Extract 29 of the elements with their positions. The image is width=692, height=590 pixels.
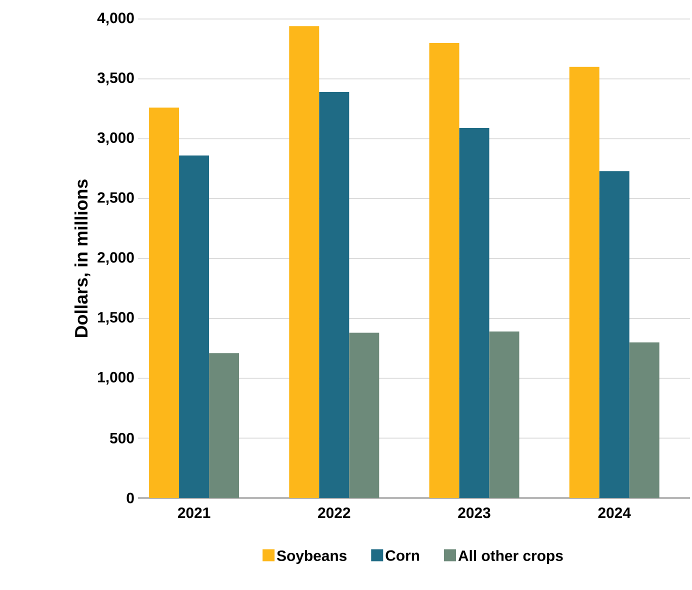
y-tick-label: 500 xyxy=(110,432,134,444)
bar xyxy=(149,108,180,498)
bar xyxy=(209,353,240,498)
bar xyxy=(459,128,490,498)
bar xyxy=(349,332,380,498)
x-tick-label: 2022 xyxy=(318,508,350,518)
y-tick-label: 2,000 xyxy=(98,252,134,265)
x-tick-label: 2021 xyxy=(178,508,210,518)
y-tick-label: 3,500 xyxy=(97,72,134,86)
x-tick-label: 2024 xyxy=(598,508,631,518)
x-tick-label: 2023 xyxy=(458,508,490,518)
legend-label: Soybeans xyxy=(276,550,347,564)
bar xyxy=(629,342,660,498)
bar xyxy=(429,42,460,498)
y-axis-title: Dollars, in millions xyxy=(74,180,90,338)
bar xyxy=(179,156,210,498)
bar xyxy=(489,332,520,498)
y-tick-label: 3,000 xyxy=(97,132,134,146)
bar xyxy=(599,171,630,498)
y-tick-label: 1,000 xyxy=(98,372,134,385)
y-tick-label: 0 xyxy=(126,492,134,504)
legend-label: Corn xyxy=(386,550,420,561)
y-tick-label: 4,000 xyxy=(97,12,134,26)
legend-label: All other crops xyxy=(458,550,563,564)
bar xyxy=(319,92,350,498)
bar xyxy=(289,26,320,498)
y-tick-label: 1,500 xyxy=(98,312,134,325)
y-tick-label: 2,500 xyxy=(98,192,134,205)
bar xyxy=(569,66,600,498)
